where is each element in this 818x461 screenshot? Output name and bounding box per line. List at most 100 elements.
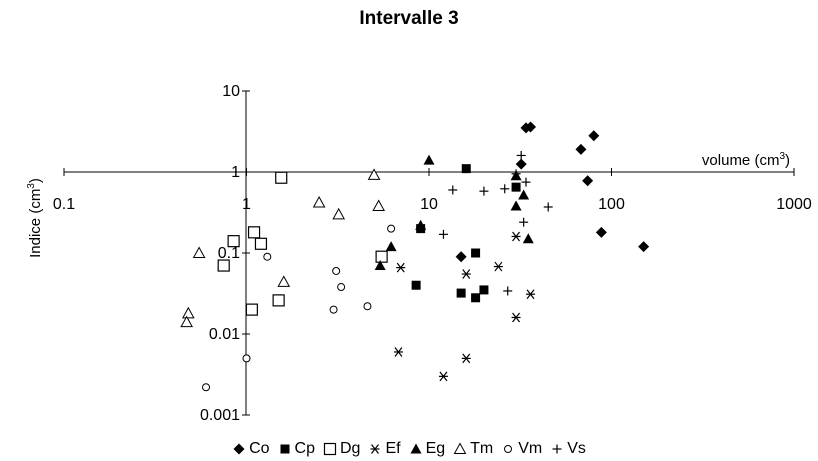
x-axis-label-close: ) (785, 152, 790, 169)
data-point-vs (479, 186, 489, 196)
series-tm (180, 168, 386, 328)
x-axis-label-sup: 3 (779, 151, 785, 162)
data-point-eg (374, 260, 386, 271)
data-point-ef (493, 261, 503, 272)
data-point-vs (438, 229, 448, 239)
data-point-vs (519, 217, 529, 227)
data-point-co (515, 158, 527, 170)
x-tick-label: 1 (242, 196, 251, 213)
data-point-cp (511, 182, 521, 192)
legend-item-vm: Vm (501, 440, 542, 458)
data-point-dg (227, 235, 240, 248)
legend-marker-co (233, 443, 245, 455)
data-point-vs (448, 185, 458, 195)
legend-marker-ef (370, 443, 380, 454)
legend-marker-icon (370, 443, 380, 454)
data-point-eg (423, 154, 435, 165)
data-point-dg (254, 237, 268, 250)
legend-marker-icon (504, 444, 513, 453)
data-point-tm (312, 195, 326, 208)
legend-marker-icon (280, 444, 290, 454)
data-point-ef (396, 262, 406, 273)
data-point-tm (181, 306, 195, 319)
y-tick-label: 0.1 (218, 245, 240, 262)
data-point-ef (526, 289, 536, 300)
x-tick-label: 1000 (776, 196, 812, 213)
data-point-cp (479, 285, 489, 295)
data-point-eg (518, 189, 530, 200)
data-point-tm (367, 168, 381, 180)
legend-marker-vm (504, 444, 513, 453)
series-co (455, 121, 650, 263)
data-point-cp (471, 293, 481, 303)
chart-title: Intervalle 3 (359, 8, 459, 29)
legend-marker-icon (233, 443, 245, 455)
data-point-tm (332, 207, 346, 220)
data-point-vm (242, 354, 251, 363)
legend-marker-vs (552, 444, 562, 454)
data-point-eg (385, 241, 397, 252)
legend-label: Co (249, 440, 270, 457)
axes (63, 90, 795, 416)
legend-item-ef: Ef (368, 440, 401, 458)
data-point-vs (503, 286, 513, 296)
series-vm (202, 224, 396, 392)
y-tick-label: 10 (222, 83, 240, 100)
data-point-tm (277, 275, 291, 287)
y-tick-label: 0.001 (200, 407, 240, 424)
legend-marker-icon (410, 443, 422, 454)
data-point-co (638, 241, 650, 253)
data-point-vm (202, 383, 211, 392)
data-point-ef (511, 312, 521, 323)
x-tick-label: 10 (420, 196, 438, 213)
data-point-ef (461, 269, 471, 279)
data-point-ef (461, 353, 471, 364)
data-point-dg (375, 250, 388, 263)
legend-label: Dg (339, 440, 361, 457)
legend-label: Tm (470, 440, 494, 457)
data-point-ef (393, 347, 403, 357)
legend-item-co: Co (232, 440, 270, 458)
x-axis-label: volume (cm3) (702, 151, 790, 169)
data-point-dg (245, 303, 258, 316)
data-point-cp (411, 280, 421, 290)
data-point-vm (329, 305, 338, 314)
data-point-co (588, 130, 600, 142)
legend-label: Cp (294, 440, 315, 457)
data-point-vm (337, 283, 346, 292)
tick-labels: 0.1 1 10 100 1000 0.001 0.01 0.1 1 10 (53, 83, 812, 424)
legend-marker-cp (280, 444, 290, 454)
data-point-vm (332, 266, 341, 275)
data-point-cp (471, 248, 481, 258)
data-point-tm (180, 315, 194, 328)
data-point-vs (511, 169, 521, 179)
data-point-tm (372, 199, 386, 212)
data-point-vs (543, 202, 553, 212)
x-tick-label: 0.1 (53, 196, 75, 213)
series-ef (393, 231, 536, 382)
legend-marker-icon (552, 444, 562, 454)
y-tick-label: 1 (231, 164, 240, 181)
x-axis-label-text: volume (cm (702, 152, 780, 169)
legend-marker-icon (453, 442, 467, 454)
data-point-ef (438, 371, 448, 382)
data-point-dg (247, 226, 261, 239)
legend: Co Cp Dg Ef Eg Tm Vm Vs (0, 440, 818, 458)
data-point-vs (521, 177, 531, 187)
data-point-vm (263, 252, 272, 261)
legend-label: Ef (385, 440, 401, 457)
legend-marker-dg (323, 442, 337, 455)
series-dg (217, 171, 388, 316)
legend-marker-eg (410, 443, 422, 454)
data-point-ef (511, 231, 521, 242)
legend-marker-icon (323, 442, 337, 455)
legend-item-eg: Eg (409, 440, 445, 458)
data-point-eg (415, 219, 427, 230)
data-point-co (575, 143, 587, 155)
y-axis-label-sup: 3 (26, 183, 37, 189)
data-point-dg (272, 294, 285, 307)
data-point-vs (516, 150, 526, 160)
data-point-vm (387, 224, 396, 233)
legend-label: Vm (518, 440, 543, 457)
data-point-eg (510, 200, 522, 211)
